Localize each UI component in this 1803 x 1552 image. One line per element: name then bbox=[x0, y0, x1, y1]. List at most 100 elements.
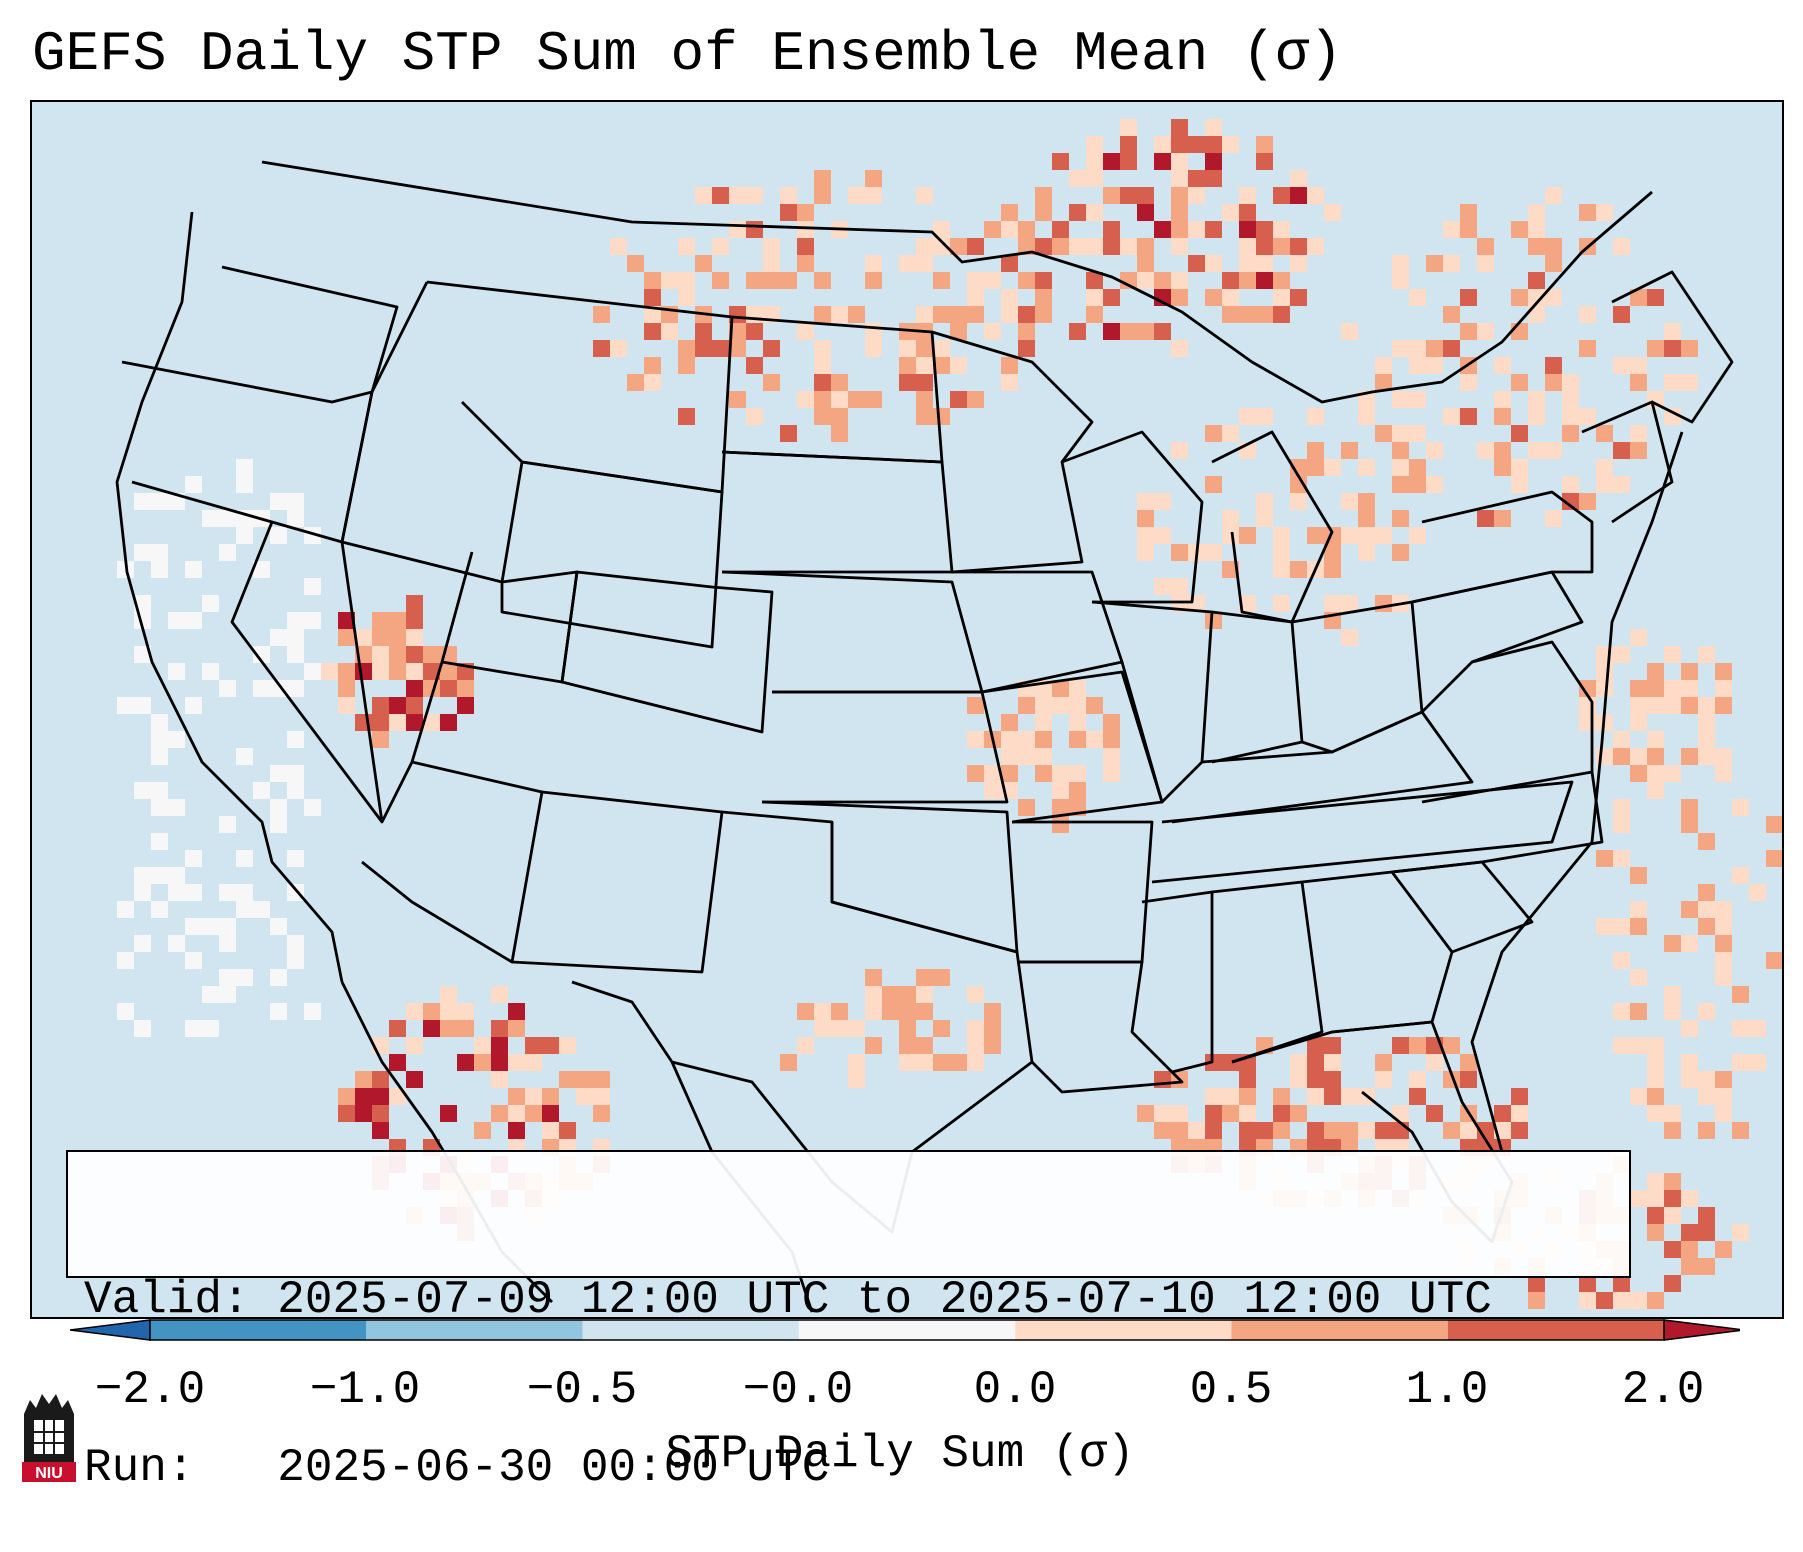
stp-cell bbox=[695, 340, 712, 357]
colorbar-tick-label: −0.0 bbox=[742, 1364, 854, 1416]
stp-cell bbox=[270, 1003, 287, 1020]
stp-cell bbox=[797, 255, 814, 272]
stp-cell bbox=[542, 1037, 559, 1054]
stp-cell bbox=[1681, 663, 1698, 680]
stp-cell bbox=[440, 663, 457, 680]
stp-cell bbox=[406, 612, 423, 629]
stp-cell bbox=[1137, 238, 1154, 255]
stp-cell bbox=[508, 1105, 525, 1122]
stp-cell bbox=[1256, 306, 1273, 323]
stp-cell bbox=[967, 238, 984, 255]
stp-cell bbox=[1154, 323, 1171, 340]
stp-cell bbox=[1171, 204, 1188, 221]
stp-cell bbox=[1205, 476, 1222, 493]
stp-cell bbox=[542, 1105, 559, 1122]
stp-cell bbox=[950, 1054, 967, 1071]
colorbar-segment bbox=[1231, 1320, 1448, 1340]
stp-cell bbox=[1681, 816, 1698, 833]
stp-cell bbox=[1052, 238, 1069, 255]
stp-cell bbox=[287, 935, 304, 952]
stp-cell bbox=[695, 187, 712, 204]
stp-cell bbox=[1375, 527, 1392, 544]
stp-cell bbox=[1273, 289, 1290, 306]
stp-cell bbox=[865, 1037, 882, 1054]
south-dakota-border bbox=[721, 450, 954, 574]
stp-cell bbox=[797, 204, 814, 221]
stp-cell bbox=[1545, 238, 1562, 255]
stp-cell bbox=[1171, 1122, 1188, 1139]
stp-cell bbox=[1103, 289, 1120, 306]
stp-cell bbox=[1562, 425, 1579, 442]
stp-cell bbox=[1052, 221, 1069, 238]
stp-cell bbox=[1579, 697, 1596, 714]
stp-cell bbox=[151, 799, 168, 816]
stp-cell bbox=[270, 918, 287, 935]
stp-cell bbox=[865, 1003, 882, 1020]
stp-cell bbox=[1307, 1122, 1324, 1139]
stp-cell bbox=[304, 799, 321, 816]
stp-cell bbox=[1545, 187, 1562, 204]
stp-cell bbox=[1086, 731, 1103, 748]
stp-cell bbox=[1511, 374, 1528, 391]
stp-cell bbox=[1256, 1122, 1273, 1139]
stp-cell bbox=[1698, 1224, 1715, 1241]
stp-cell bbox=[1171, 119, 1188, 136]
stp-cell bbox=[1052, 799, 1069, 816]
stp-cell bbox=[661, 323, 678, 340]
stp-cell bbox=[1001, 357, 1018, 374]
stp-cell bbox=[457, 1054, 474, 1071]
stp-cell bbox=[814, 1003, 831, 1020]
stp-cell bbox=[1392, 1037, 1409, 1054]
stp-cell bbox=[1324, 1037, 1341, 1054]
stp-cell bbox=[1698, 646, 1715, 663]
stp-cell bbox=[1018, 748, 1035, 765]
stp-cell bbox=[1664, 646, 1681, 663]
stp-cell bbox=[1290, 289, 1307, 306]
stp-cell bbox=[678, 238, 695, 255]
stp-cell bbox=[1205, 1054, 1222, 1071]
stp-cell bbox=[1630, 918, 1647, 935]
stp-cell bbox=[763, 374, 780, 391]
stp-cell bbox=[1392, 425, 1409, 442]
stp-cell bbox=[1647, 731, 1664, 748]
map-panel[interactable] bbox=[30, 100, 1784, 1319]
stp-cell bbox=[1664, 1105, 1681, 1122]
stp-cell bbox=[916, 187, 933, 204]
stp-cell bbox=[1052, 816, 1069, 833]
stp-cell bbox=[389, 1020, 406, 1037]
stp-cell bbox=[1256, 510, 1273, 527]
stp-cell bbox=[1035, 187, 1052, 204]
stp-cell bbox=[1409, 425, 1426, 442]
stp-cell bbox=[1494, 391, 1511, 408]
stp-cell bbox=[1732, 1020, 1749, 1037]
stp-cell bbox=[372, 1122, 389, 1139]
stp-cell bbox=[1256, 272, 1273, 289]
stp-cell bbox=[253, 646, 270, 663]
stp-cell bbox=[1443, 221, 1460, 238]
stp-cell bbox=[1460, 408, 1477, 425]
maine-border bbox=[1611, 270, 1734, 424]
stp-cell bbox=[1273, 221, 1290, 238]
stp-cell bbox=[1596, 680, 1613, 697]
stp-cell bbox=[440, 714, 457, 731]
stp-cell bbox=[1426, 442, 1443, 459]
stp-cell bbox=[406, 595, 423, 612]
colorbar-segment bbox=[150, 1320, 367, 1340]
colorbar-tick-label: 1.0 bbox=[1405, 1364, 1489, 1416]
stp-cell bbox=[1647, 680, 1664, 697]
stp-cell bbox=[644, 374, 661, 391]
stp-cell bbox=[576, 1088, 593, 1105]
stp-cell bbox=[1460, 204, 1477, 221]
stp-cell bbox=[287, 680, 304, 697]
stp-cell bbox=[1426, 340, 1443, 357]
stp-cell bbox=[1715, 901, 1732, 918]
stp-cell bbox=[1239, 1122, 1256, 1139]
stp-cell bbox=[1375, 1122, 1392, 1139]
stp-cell bbox=[525, 1037, 542, 1054]
stp-cell bbox=[1103, 731, 1120, 748]
stp-cell bbox=[1205, 1122, 1222, 1139]
stp-cell bbox=[610, 340, 627, 357]
stp-cell bbox=[1698, 1122, 1715, 1139]
stp-cell bbox=[1018, 323, 1035, 340]
stp-cell bbox=[967, 391, 984, 408]
